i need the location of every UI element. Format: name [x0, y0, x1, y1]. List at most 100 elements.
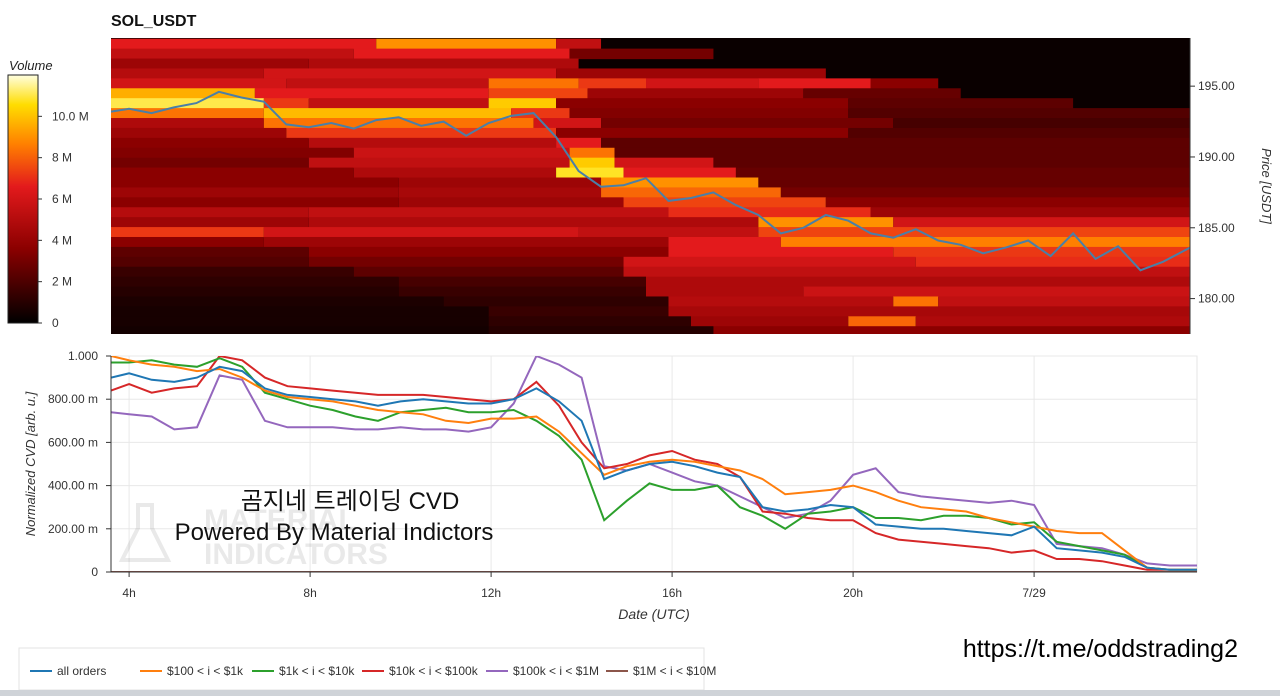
heatmap-title: SOL_USDT: [111, 13, 197, 30]
cvd-y-tick-label: 400.00 m: [48, 479, 98, 493]
price-tick-label: 195.00: [1198, 79, 1235, 93]
heatmap-cell: [893, 118, 1190, 129]
heatmap-cell: [870, 78, 939, 89]
heatmap-cell: [398, 177, 602, 189]
heatmap-cell: [111, 127, 287, 139]
heatmap-cell: [111, 98, 264, 109]
colorbar-tick-label: 10.0 M: [52, 109, 89, 123]
price-tick-label: 185.00: [1198, 221, 1235, 235]
svg-text:MATERIAL: MATERIAL: [204, 504, 357, 537]
heatmap-cell: [713, 157, 1190, 169]
watermark-title: 곰지네 트레이딩 CVD: [241, 488, 460, 515]
heatmap-cell: [556, 167, 624, 179]
heatmap-cell: [111, 78, 287, 89]
cvd-x-tick-label: 4h: [122, 586, 135, 600]
heatmap-cell: [398, 187, 602, 198]
heatmap-cell: [308, 256, 624, 268]
heatmap-cell: [848, 98, 1074, 109]
colorbar-label: Volume: [9, 58, 53, 73]
price-line: [111, 90, 1190, 272]
heatmap-cell: [308, 217, 759, 228]
heatmap-cell: [111, 38, 377, 50]
heatmap-cell: [569, 108, 849, 119]
heatmap-cell: [308, 207, 669, 218]
cvd-series-line: [111, 365, 1197, 571]
heatmap-cell: [308, 137, 557, 149]
heatmap-cell: [578, 78, 647, 89]
svg-text:INDICATORS: INDICATORS: [204, 538, 388, 571]
heatmap-cell: [780, 187, 1190, 198]
heatmap-cell: [569, 147, 615, 159]
heatmap-cell: [308, 98, 489, 109]
heatmap-cell: [398, 197, 624, 208]
heatmap-cell: [668, 207, 871, 218]
cvd-y-tick-label: 0: [91, 565, 98, 579]
heatmap-cell: [893, 217, 1190, 228]
legend-item[interactable]: $100k < i < $1M: [486, 664, 599, 678]
heatmap-cell: [353, 266, 624, 278]
heatmap-cell: [488, 88, 588, 99]
cvd-y-tick-label: 800.00 m: [48, 392, 98, 406]
heatmap-cell: [556, 68, 826, 79]
heatmap-cell: [758, 78, 871, 89]
legend-item[interactable]: $1M < i < $10M: [606, 664, 716, 678]
heatmap-cell: [111, 316, 489, 327]
heatmap-cell: [263, 118, 534, 129]
legend-label: all orders: [57, 664, 106, 678]
colorbar-tick-label: 8 M: [52, 151, 72, 165]
legend-item[interactable]: $100 < i < $1k: [140, 664, 244, 678]
heatmap-cell: [601, 118, 894, 129]
heatmap-cell: [587, 88, 804, 99]
heatmap-cell: [263, 236, 669, 248]
colorbar-tick-label: 2 M: [52, 275, 72, 289]
heatmap-cell: [111, 227, 264, 238]
heatmap-cell: [915, 256, 1190, 268]
heatmap-cell: [646, 78, 759, 89]
heatmap-cell: [353, 167, 557, 179]
heatmap-cell: [111, 187, 399, 198]
heatmap-cell: [614, 147, 1190, 159]
heatmap-cell: [111, 48, 354, 60]
heatmap-cell: [668, 246, 894, 258]
heatmap-cell: [646, 276, 1190, 288]
legend: [18, 647, 705, 691]
legend-item[interactable]: $1k < i < $10k: [252, 664, 355, 678]
cvd-x-tick-label: 8h: [303, 586, 316, 600]
heatmap-cell: [825, 197, 1190, 208]
cvd-series-line: [111, 356, 1197, 571]
cvd-x-axis-label: Date (UTC): [618, 606, 690, 622]
cvd-series-line: [111, 357, 1197, 571]
heatmap-cell: [111, 108, 264, 119]
price-axis-ticks: 195.00 190.00 185.00 180.00: [1190, 79, 1235, 306]
heatmap-cell: [111, 326, 489, 334]
watermark-logo: MATERIAL INDICATORS: [118, 503, 388, 571]
cvd-series-line: [111, 356, 1197, 571]
heatmap-cell: [556, 98, 849, 109]
colorbar-tick-label: 0: [52, 316, 59, 330]
heatmap-cell: [111, 276, 399, 288]
heatmap-cell: [111, 266, 354, 278]
heatmap-cell: [308, 58, 579, 70]
cvd-x-axis-ticks: 4h 8h 12h 16h 20h 7/29: [122, 572, 1046, 600]
heatmap-cell: [308, 246, 669, 258]
heatmap-cell: [111, 118, 264, 129]
heatmap-cell: [690, 316, 849, 327]
legend-label: $10k < i < $100k: [389, 664, 479, 678]
legend-item[interactable]: all orders: [30, 664, 106, 678]
heatmap-cell: [488, 306, 669, 317]
telegram-url[interactable]: https://t.me/oddstrading2: [963, 635, 1238, 663]
heatmap-cell: [601, 137, 1190, 149]
price-tick-label: 190.00: [1198, 150, 1235, 164]
heatmap-cell: [848, 316, 916, 327]
heatmap-cell: [111, 256, 309, 268]
heatmap-cell: [398, 286, 647, 298]
heatmap-cell: [601, 187, 781, 198]
heatmap-cell: [111, 207, 309, 218]
heatmap-cell: [488, 78, 579, 89]
heatmap-cell: [938, 296, 1190, 307]
heatmap-cell: [556, 127, 849, 139]
heatmap-cell: [398, 276, 647, 288]
heatmap-cell: [488, 326, 714, 334]
legend-item[interactable]: $10k < i < $100k: [362, 664, 479, 678]
